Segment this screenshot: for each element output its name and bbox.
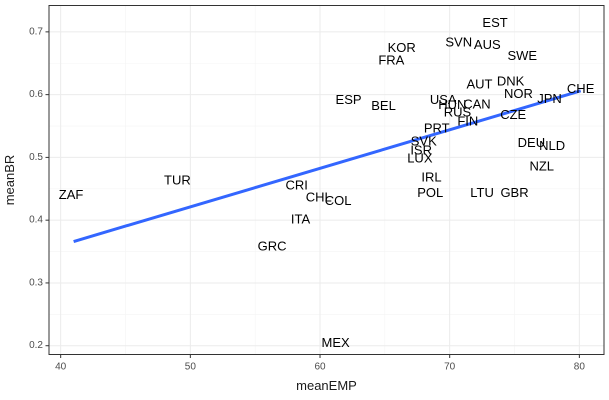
point-label-pol: POL xyxy=(417,185,443,200)
point-label-mex: MEX xyxy=(321,335,350,350)
point-label-irl: IRL xyxy=(421,169,441,184)
point-label-gbr: GBR xyxy=(500,185,528,200)
point-label-fra: FRA xyxy=(378,53,404,68)
point-label-swe: SWE xyxy=(507,48,537,63)
point-label-deu: DEU xyxy=(518,135,545,150)
point-label-prt: PRT xyxy=(424,120,450,135)
regression-line xyxy=(73,89,582,243)
point-label-lux: LUX xyxy=(407,151,433,166)
point-label-rus: RUS xyxy=(444,105,472,120)
point-label-bel: BEL xyxy=(371,98,396,113)
point-label-jpn: JPN xyxy=(537,91,562,106)
point-label-chl: CHL xyxy=(306,189,332,204)
point-label-aut: AUT xyxy=(467,76,493,91)
point-label-est: EST xyxy=(482,15,507,30)
x-tick-label: 80 xyxy=(574,362,586,373)
point-label-nor: NOR xyxy=(504,86,533,101)
point-label-ita: ITA xyxy=(291,211,311,226)
point-label-grc: GRC xyxy=(258,238,287,253)
y-tick-label: 0.6 xyxy=(29,89,43,100)
point-label-che: CHE xyxy=(567,81,595,96)
x-tick-label: 40 xyxy=(55,362,67,373)
x-axis: 40 50 60 70 80 xyxy=(55,354,586,373)
point-label-zaf: ZAF xyxy=(59,187,84,202)
point-label-isr: ISR xyxy=(410,142,432,157)
point-label-nld: NLD xyxy=(539,138,565,153)
x-tick-label: 60 xyxy=(314,362,326,373)
point-label-cze: CZE xyxy=(500,107,526,122)
y-tick-label: 0.7 xyxy=(29,26,43,37)
x-tick-label: 50 xyxy=(185,362,197,373)
x-axis-title: meanEMP xyxy=(296,378,357,393)
point-label-ltu: LTU xyxy=(470,185,494,200)
trend-line-group xyxy=(73,89,582,243)
point-label-aus: AUS xyxy=(474,37,501,52)
point-label-nzl: NZL xyxy=(529,159,554,174)
point-label-can: CAN xyxy=(463,97,490,112)
point-label-tur: TUR xyxy=(164,173,191,188)
panel-border xyxy=(48,5,605,355)
point-label-esp: ESP xyxy=(336,92,362,107)
point-label-kor: KOR xyxy=(388,40,416,55)
point-label-cri: CRI xyxy=(285,178,307,193)
grid xyxy=(49,5,604,355)
y-tick-label: 0.3 xyxy=(29,277,43,288)
point-label-col: COL xyxy=(325,193,352,208)
y-axis: 0.2 0.3 0.4 0.5 0.6 0.7 xyxy=(29,26,49,351)
y-axis-title: meanBR xyxy=(2,155,17,206)
point-label-svk: SVK xyxy=(411,134,437,149)
point-label-dnk: DNK xyxy=(497,73,525,88)
x-tick-label: 70 xyxy=(444,362,456,373)
point-label-fin: FIN xyxy=(457,113,478,128)
point-label-usa: USA xyxy=(430,92,457,107)
point-label-svn: SVN xyxy=(445,34,472,49)
y-tick-label: 0.2 xyxy=(29,340,43,351)
y-tick-label: 0.4 xyxy=(29,215,43,226)
y-tick-label: 0.5 xyxy=(29,152,43,163)
point-label-hun: HUN xyxy=(438,97,466,112)
